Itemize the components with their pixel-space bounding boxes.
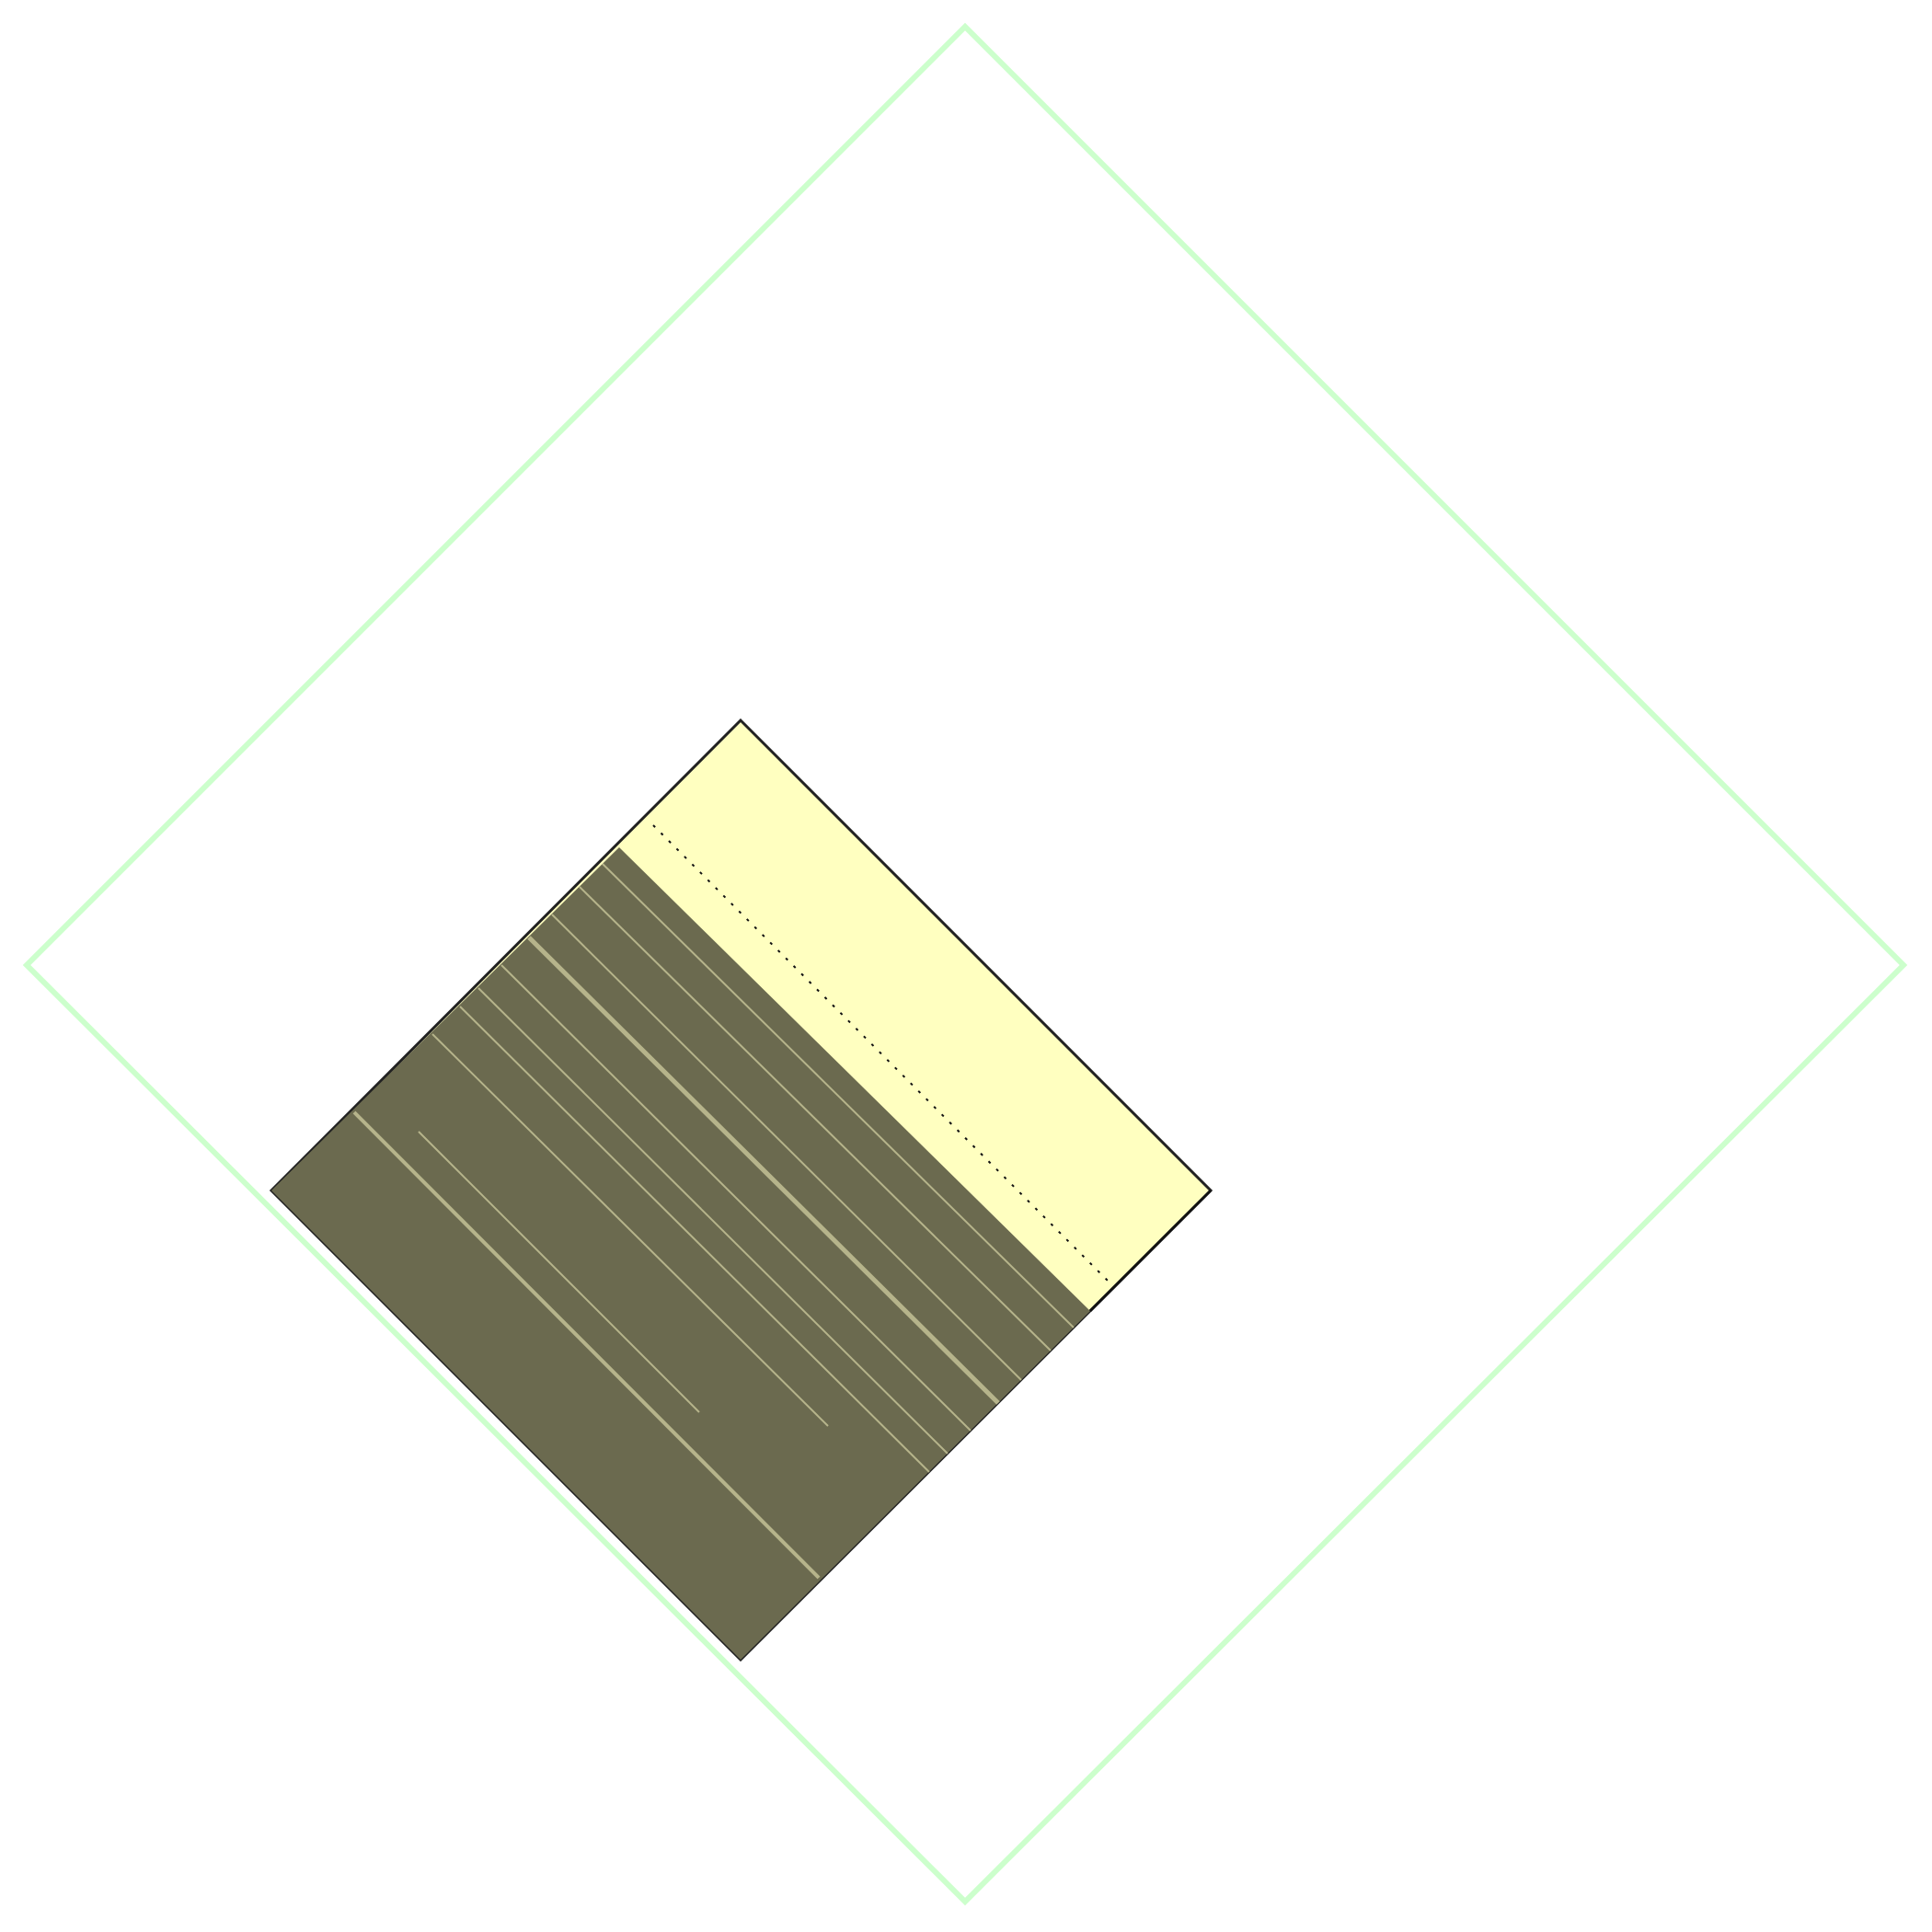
stripe: [579, 886, 1052, 1351]
stripe: [459, 1006, 930, 1473]
stripe: [602, 863, 1075, 1328]
outer-diamond: [22, 22, 1908, 1906]
dotted-trace: [652, 824, 1110, 1282]
edge: [1088, 1189, 1213, 1313]
stripe: [418, 1131, 700, 1413]
stripe: [352, 1110, 821, 1580]
dark-region: [271, 847, 1090, 1660]
stripes: [352, 863, 1075, 1580]
stripe: [431, 1033, 829, 1427]
stripe: [527, 936, 1000, 1405]
stripe: [551, 914, 1022, 1381]
stripe: [500, 964, 972, 1432]
stripe: [477, 987, 949, 1455]
